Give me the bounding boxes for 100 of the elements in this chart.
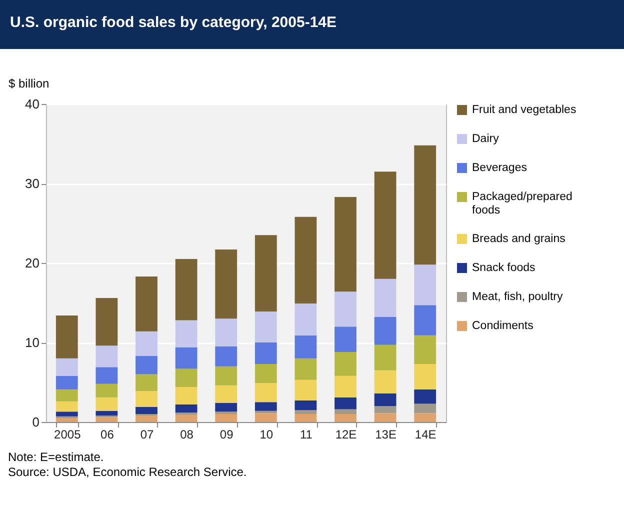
bar: [56, 315, 78, 358]
bar: [374, 393, 396, 406]
bar: [294, 216, 317, 304]
bar: [254, 364, 277, 384]
x-tick-label: 10: [260, 428, 274, 442]
chart-title: U.S. organic food sales by category, 2005-14E: [0, 0, 624, 49]
bar: [414, 389, 436, 404]
bar: [374, 406, 396, 414]
bar: [294, 358, 317, 380]
bar: [136, 276, 158, 332]
bar: [294, 400, 317, 410]
legend-label: Dairy: [472, 133, 500, 145]
x-tick-label: 14E: [414, 428, 436, 442]
bar: [414, 335, 436, 364]
x-tick-label: 07: [140, 428, 154, 442]
bar: [374, 172, 396, 279]
bar: [215, 318, 238, 346]
bar: [175, 368, 198, 388]
bar: [374, 413, 396, 422]
bar: [254, 342, 277, 364]
bar: [175, 404, 198, 412]
legend-label: Condiments: [472, 320, 534, 332]
bar: [136, 390, 158, 407]
bar: [56, 412, 78, 416]
bar: [374, 317, 396, 345]
y-tick-label: 10: [25, 335, 40, 350]
bar: [175, 347, 198, 369]
bar: [414, 305, 436, 336]
bar: [254, 383, 277, 402]
bar: [56, 401, 78, 412]
source-note: Source: USDA, Economic Research Service.: [8, 465, 248, 480]
bar: [96, 410, 118, 416]
bar: [215, 346, 238, 366]
bar: [136, 356, 158, 374]
bar: [175, 320, 198, 348]
bar: [374, 370, 396, 394]
bar: [334, 352, 356, 376]
bar: [414, 413, 436, 422]
legend-label: Packaged/prepared foods: [472, 191, 572, 216]
bar: [136, 416, 158, 422]
bar: [334, 397, 356, 410]
y-tick-label: 30: [25, 176, 40, 191]
bar: [175, 414, 198, 422]
x-tick-label: 12E: [335, 428, 357, 442]
bar: [96, 367, 118, 384]
x-tick-label: 06: [100, 428, 114, 442]
bar: [56, 376, 78, 390]
x-tick-label: 08: [180, 428, 194, 442]
bar: [414, 404, 436, 414]
bar: [96, 346, 118, 368]
x-tick-label: 2005: [54, 428, 82, 442]
bar: [294, 335, 317, 358]
text: Note: E=estimate.: [8, 450, 105, 465]
bar: [254, 402, 277, 411]
bar: [374, 344, 396, 370]
y-tick-label: 20: [25, 256, 40, 270]
bar: [294, 410, 317, 414]
legend-label: Beverages: [472, 162, 528, 174]
bar: [136, 406, 158, 414]
bar: [215, 412, 238, 414]
y-tick-label: 40: [25, 96, 40, 112]
bar: [215, 402, 238, 412]
bar: [96, 417, 118, 422]
bar: [175, 387, 198, 405]
bar: [414, 364, 436, 390]
bar: [175, 412, 198, 415]
bar: [215, 249, 238, 319]
bar: [294, 304, 317, 336]
bar: [254, 410, 277, 414]
bar: [254, 235, 277, 312]
x-tick-label: 11: [300, 428, 313, 442]
bar: [215, 385, 238, 403]
legend-label: Breads and grains: [472, 233, 566, 245]
y-tick-label: 0: [32, 414, 40, 430]
bar: [56, 358, 78, 376]
bar: [136, 374, 158, 391]
bar: [414, 264, 436, 306]
y-axis-title: $ billion: [8, 76, 50, 90]
bar: [56, 389, 78, 402]
x-tick-label: 13E: [375, 428, 396, 442]
bar: [334, 376, 356, 398]
bar: [374, 278, 396, 318]
x-tick-label: 09: [220, 428, 234, 442]
bar: [215, 414, 238, 422]
bar: [215, 366, 238, 386]
bar: [334, 292, 356, 327]
bar: [334, 326, 356, 352]
legend-label: Meat, fish, poultry: [472, 291, 564, 303]
bar: [96, 397, 118, 411]
bar: [294, 414, 317, 422]
bar: [254, 311, 277, 342]
bar: [96, 384, 118, 398]
bar: [56, 418, 78, 422]
bar: [334, 414, 356, 422]
bar: [96, 298, 118, 346]
legend-label: Snack foods: [472, 262, 536, 274]
bar: [254, 413, 277, 422]
bar: [175, 259, 198, 320]
bar: [294, 380, 317, 401]
bar: [414, 145, 436, 265]
